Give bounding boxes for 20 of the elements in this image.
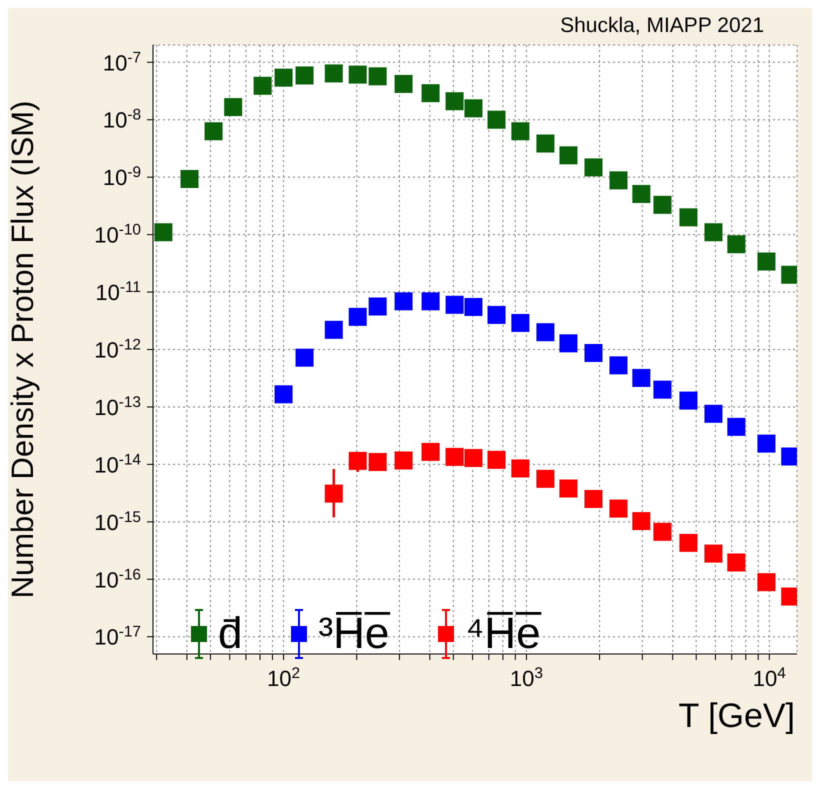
- text: Shuckla, MIAPP 2021: [560, 14, 764, 38]
- y-tick-label: 10$^{-13}$: [94, 393, 141, 420]
- y-tick-label: 10$^{-8}$: [102, 106, 141, 133]
- x-axis-title: T [GeV]: [678, 697, 795, 735]
- x-tick-label: 10$^{3}$: [510, 664, 543, 691]
- y-tick-label: 10$^{-7}$: [102, 48, 141, 76]
- legend-label: ⁴H̅e̅: [465, 609, 541, 659]
- legend-label: d̄: [218, 609, 242, 659]
- x-tick-label: 10$^{2}$: [267, 664, 300, 691]
- y-tick-label: 10$^{-16}$: [94, 566, 141, 592]
- legend-label: ³H̅e̅: [318, 609, 390, 659]
- y-tick-label: 10$^{-12}$: [94, 336, 141, 362]
- y-axis-title: Number Density x Proton Flux (ISM): [5, 100, 40, 598]
- y-tick-label: 10$^{-10}$: [94, 221, 141, 248]
- y-tick-label: 10$^{-14}$: [94, 450, 142, 478]
- y-tick-label: 10$^{-15}$: [94, 508, 141, 535]
- y-tick-label: 10$^{-17}$: [94, 623, 141, 650]
- x-tick-label: 10$^{4}$: [752, 664, 786, 691]
- y-tick-label: 10$^{-9}$: [102, 164, 141, 190]
- y-tick-label: 10$^{-11}$: [95, 278, 141, 306]
